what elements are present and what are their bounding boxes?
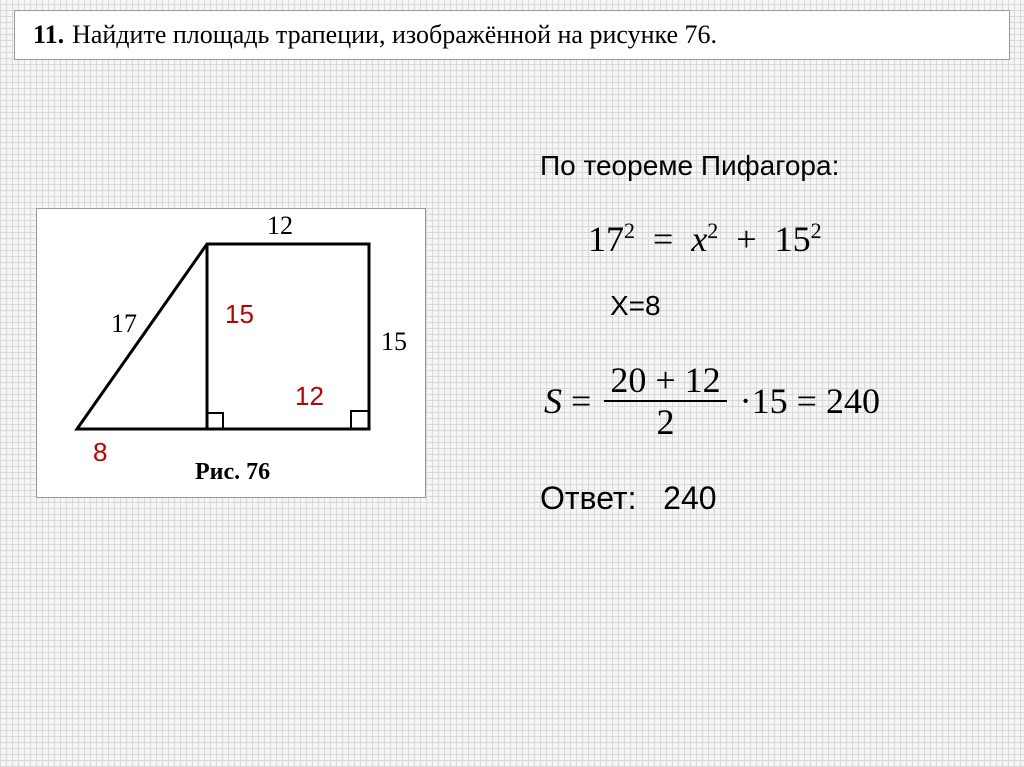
area-num-a: 20 xyxy=(610,360,646,400)
figure-caption: Рис. 76 xyxy=(195,459,270,486)
eq1-rhs2-exp: 2 xyxy=(811,218,822,243)
pythagoras-equation: 172 = x2 + 152 xyxy=(540,218,1000,260)
problem-number: 11. xyxy=(33,20,64,50)
label-triangle-base: 8 xyxy=(93,437,107,468)
answer-line: Ответ: 240 xyxy=(540,480,1000,517)
problem-text: Найдите площадь трапеции, изображённой н… xyxy=(72,20,717,50)
eq1-lhs-base: 17 xyxy=(588,219,624,259)
area-mult: 15 xyxy=(752,380,788,422)
label-inner-height: 15 xyxy=(225,299,254,330)
area-num-b: 12 xyxy=(685,360,721,400)
theorem-text: По теореме Пифагора: xyxy=(540,150,1000,182)
area-fraction: 20 + 12 2 xyxy=(604,362,726,440)
eq1-lhs-exp: 2 xyxy=(624,218,635,243)
eq1-rhs1-base: x xyxy=(691,219,707,259)
figure-box: 12 17 15 15 12 8 Рис. 76 xyxy=(36,208,426,498)
label-inner-base: 12 xyxy=(295,381,324,412)
label-left-slant: 17 xyxy=(111,309,137,339)
label-right-side: 15 xyxy=(381,327,407,357)
area-result: 240 xyxy=(826,380,880,422)
x-result: X=8 xyxy=(540,290,1000,322)
eq1-rhs2-base: 15 xyxy=(775,219,811,259)
answer-label: Ответ: xyxy=(540,480,636,516)
area-formula: S = 20 + 12 2 · 15 = 240 xyxy=(540,362,1000,440)
area-den: 2 xyxy=(656,402,674,440)
answer-value: 240 xyxy=(663,480,716,516)
solution-area: По теореме Пифагора: 172 = x2 + 152 X=8 … xyxy=(540,150,1000,517)
eq1-rhs1-exp: 2 xyxy=(707,218,718,243)
area-lhs: S xyxy=(544,380,562,422)
label-top: 12 xyxy=(267,211,293,241)
problem-statement: 11. Найдите площадь трапеции, изображённ… xyxy=(14,10,1010,60)
